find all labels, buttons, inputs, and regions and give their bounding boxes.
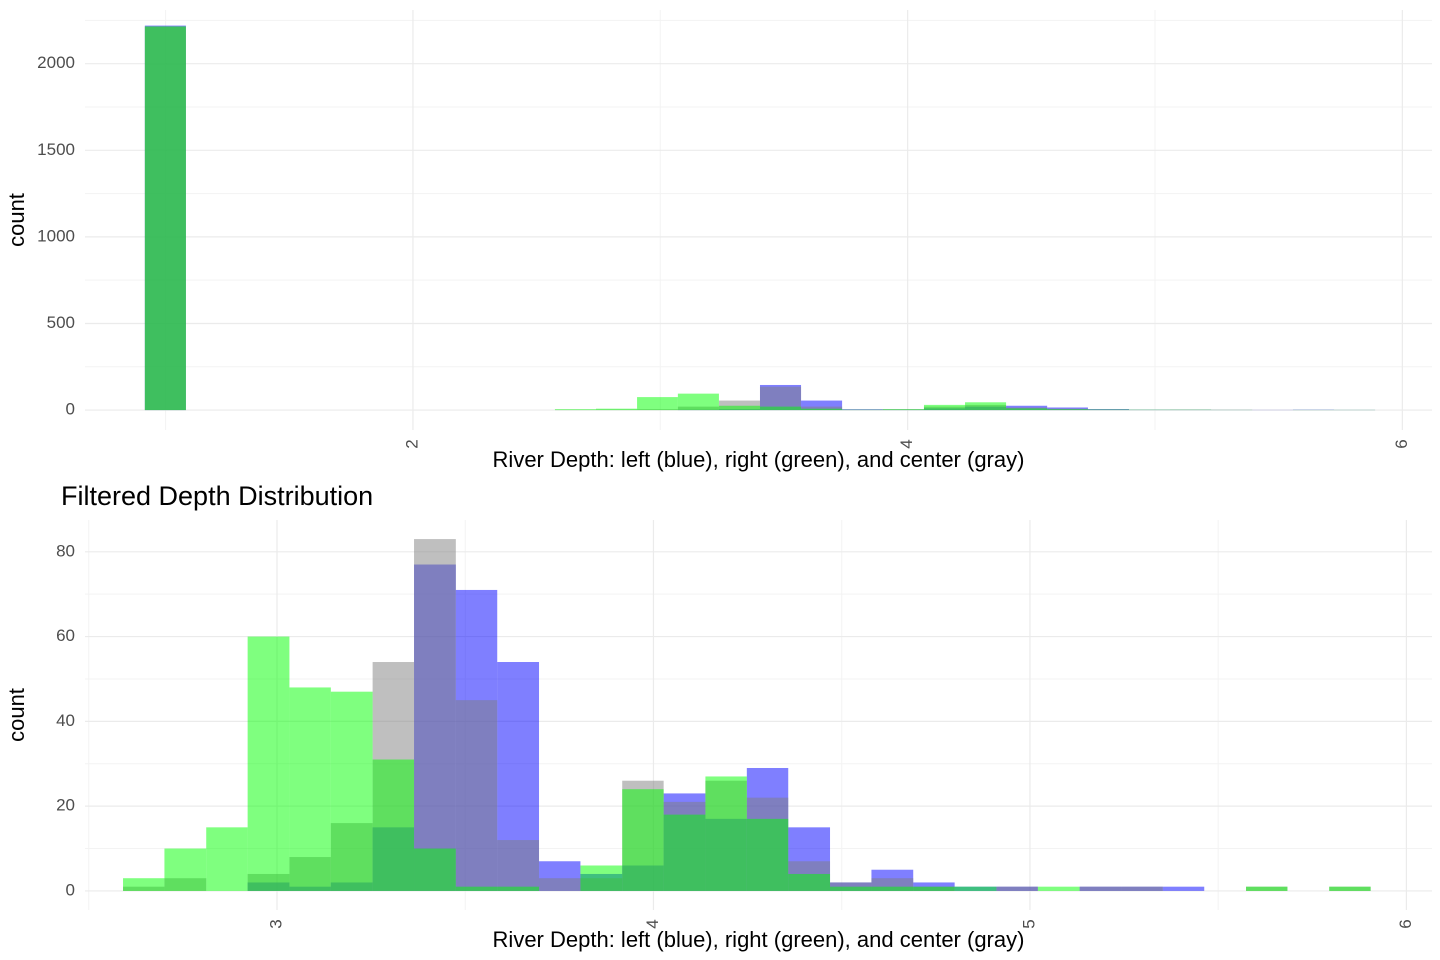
histogram-bar [801, 406, 843, 411]
histogram-bar [595, 408, 638, 411]
histogram-bar [539, 878, 581, 891]
histogram-bar [330, 691, 373, 891]
histogram-bar [830, 886, 872, 891]
y-tick-label: 1000 [37, 226, 75, 245]
y-tick-label: 1500 [37, 140, 75, 159]
histogram-bar [801, 400, 843, 411]
histogram-bar [923, 404, 966, 411]
y-tick-label: 80 [56, 541, 75, 560]
histogram-bar [414, 848, 456, 891]
histogram-bar [554, 409, 596, 411]
histogram-bar [677, 393, 719, 411]
histogram-bar [996, 886, 1038, 891]
y-tick-label: 40 [56, 711, 75, 730]
y-tick-label: 0 [66, 880, 75, 899]
y-axis-title: count [4, 193, 29, 247]
histogram-bar [882, 409, 924, 411]
y-axis-title: count [4, 688, 29, 742]
histogram-bar [871, 886, 914, 891]
x-tick-label: 2 [402, 439, 421, 448]
histogram-bar [455, 886, 498, 891]
x-tick-label: 6 [1392, 439, 1411, 448]
x-tick-label: 6 [1396, 919, 1415, 928]
histogram-bar [1006, 408, 1048, 411]
x-tick-label: 3 [266, 919, 285, 928]
histogram-bar [637, 397, 678, 411]
histogram-bar [414, 539, 456, 891]
y-tick-label: 500 [47, 313, 75, 332]
y-tick-label: 0 [66, 400, 75, 419]
histogram-bar [913, 886, 955, 891]
histogram-bar [954, 886, 997, 891]
x-axis-title: River Depth: left (blue), right (green),… [493, 447, 1025, 472]
x-tick-label: 4 [643, 919, 662, 928]
histogram-bar [123, 878, 165, 891]
x-axis-title: River Depth: left (blue), right (green),… [493, 927, 1025, 952]
chart-title: Filtered Depth Distribution [61, 481, 373, 511]
histogram-bar [622, 789, 664, 891]
y-tick-label: 60 [56, 626, 75, 645]
histogram-bar [759, 386, 802, 411]
histogram-bar [1162, 886, 1205, 891]
histogram-bar [1087, 409, 1130, 411]
histogram-bar [455, 700, 498, 891]
y-tick-label: 20 [56, 796, 75, 815]
histogram-bar [801, 408, 843, 411]
histogram-bar [497, 886, 540, 891]
histogram-bar [718, 400, 760, 411]
x-tick-label: 5 [1019, 919, 1038, 928]
histogram-bar [759, 406, 802, 411]
histogram-bar [965, 402, 1007, 411]
histogram-bar [1079, 886, 1122, 891]
histogram-bar [746, 818, 789, 891]
histogram-bar [247, 636, 290, 891]
histogram-bar [1047, 409, 1088, 411]
histogram-bar [1246, 886, 1288, 891]
histogram-bar [1121, 886, 1163, 891]
histogram-bar [1329, 886, 1371, 891]
histogram-bar [718, 405, 760, 411]
histogram-bar [497, 840, 540, 891]
histogram-bar [206, 827, 248, 891]
histogram-bar [164, 848, 207, 891]
x-tick-label: 4 [897, 439, 916, 448]
histogram-bar [1037, 886, 1080, 891]
histogram-bar [144, 26, 186, 411]
y-tick-label: 2000 [37, 53, 75, 72]
histogram-bar [705, 776, 747, 891]
histogram-bar [663, 814, 706, 891]
histogram-bar [580, 865, 623, 891]
histogram-bar [788, 873, 831, 891]
histogram-bar [372, 759, 415, 891]
histogram-bar [289, 687, 331, 891]
